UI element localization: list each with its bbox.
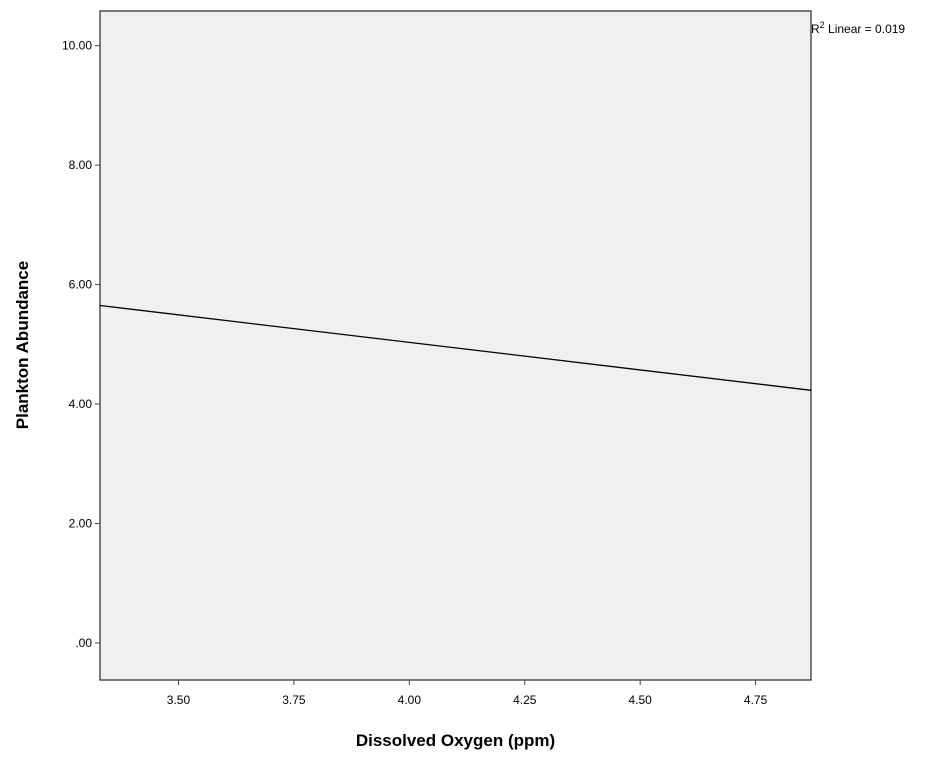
x-tick-label: 4.75: [744, 693, 768, 707]
y-tick-label: .00: [75, 636, 92, 650]
x-tick-label: 4.50: [628, 693, 652, 707]
x-axis-title: Dissolved Oxygen (ppm): [356, 731, 555, 750]
x-tick-label: 4.25: [513, 693, 537, 707]
y-axis: .00 2.00 4.00 6.00 8.00 10.00: [62, 39, 100, 650]
series-layer: [99, 304, 812, 391]
x-tick-label: 3.75: [282, 693, 306, 707]
r-squared-superscript: 2: [820, 20, 825, 30]
fit-line: [99, 304, 812, 391]
plot-area: [99, 10, 812, 681]
y-tick-label: 6.00: [69, 278, 93, 292]
y-tick-label: 2.00: [69, 517, 93, 531]
x-tick-label: 3.50: [167, 693, 191, 707]
r-squared-annotation: R2 Linear = 0.019: [811, 20, 905, 36]
r-squared-prefix: R: [811, 22, 820, 36]
y-tick-label: 4.00: [69, 397, 93, 411]
r-squared-value: Linear = 0.019: [825, 22, 906, 36]
y-tick-label: 10.00: [62, 39, 92, 53]
y-axis-title: Plankton Abundance: [13, 261, 32, 429]
x-tick-label: 4.00: [398, 693, 422, 707]
y-tick-label: 8.00: [69, 158, 93, 172]
x-axis: 3.50 3.75 4.00 4.25 4.50 4.75: [167, 680, 768, 707]
